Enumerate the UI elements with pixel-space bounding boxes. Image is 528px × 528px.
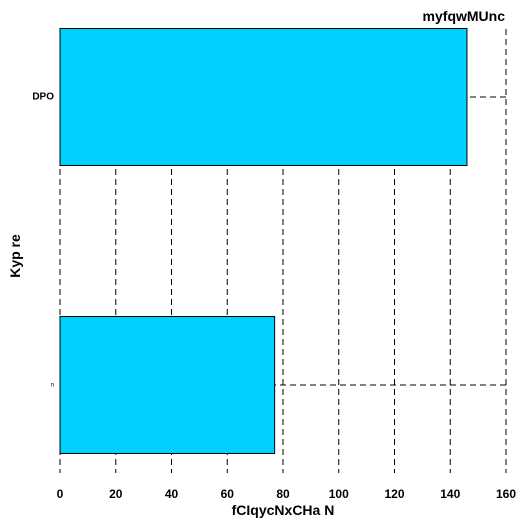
bar <box>59 28 468 166</box>
y-category-label: n <box>51 383 54 389</box>
bar <box>59 316 276 454</box>
x-tick-label: 160 <box>496 487 516 501</box>
x-tick-label: 40 <box>165 487 179 501</box>
x-tick-label: 100 <box>329 487 349 501</box>
x-tick-label: 80 <box>276 487 290 501</box>
x-axis-title: fCIqycNxCHa N <box>232 502 335 518</box>
chart-title: myfqwMUnc <box>423 8 506 24</box>
x-tick-label: 20 <box>109 487 123 501</box>
x-tick-label: 60 <box>221 487 235 501</box>
category-layer: DPO n <box>32 92 54 389</box>
label-layer: myfqwMUnc fCIqycNxCHa N Kyp re <box>7 8 505 518</box>
tick-layer: 0 20 40 60 80 100 120 140 160 <box>57 487 517 501</box>
x-tick-label: 0 <box>57 487 64 501</box>
y-axis-title: Kyp re <box>7 234 23 278</box>
y-category-label: DPO <box>32 92 54 103</box>
x-tick-label: 120 <box>384 487 404 501</box>
x-tick-label: 140 <box>440 487 460 501</box>
bar-layer <box>59 28 468 454</box>
